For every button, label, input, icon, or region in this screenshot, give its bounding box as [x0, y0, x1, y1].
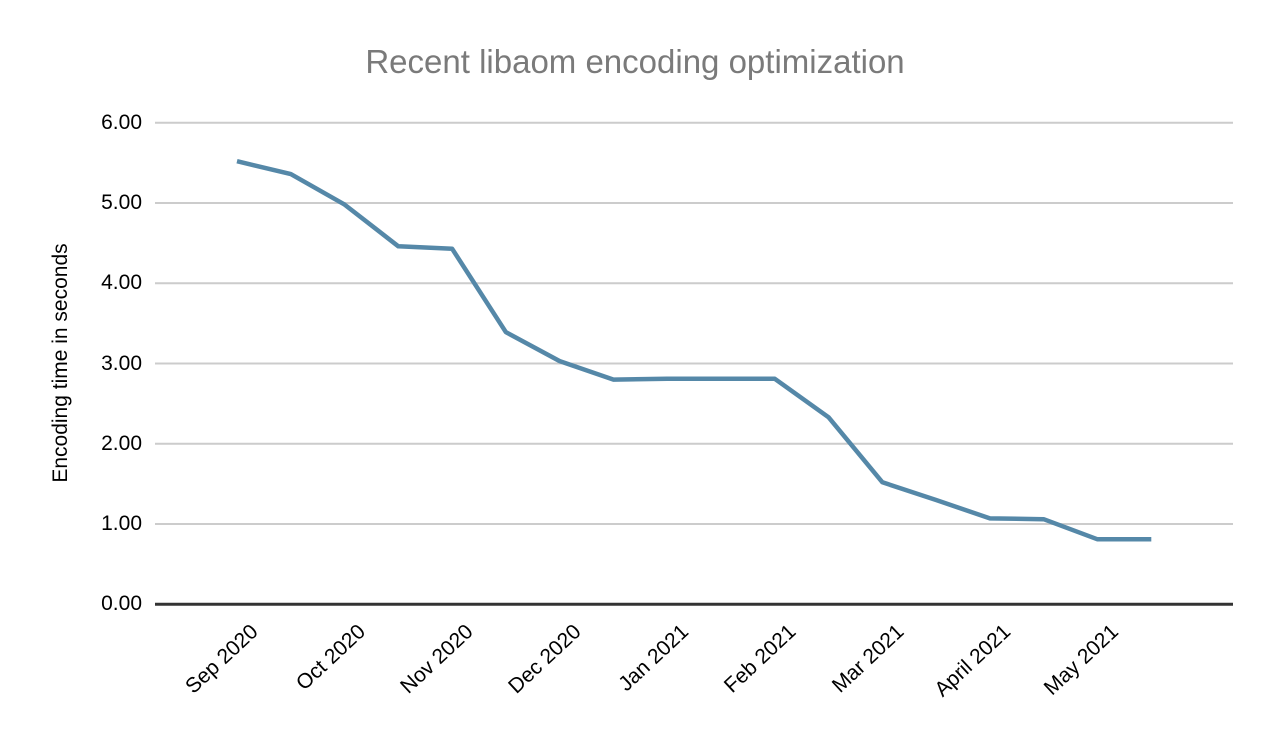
- y-tick-label: 6.00: [101, 110, 142, 134]
- x-tick-label: May 2021: [937, 620, 1123, 700]
- y-tick-label: 3.00: [101, 351, 142, 375]
- series-line: [236, 159, 1152, 542]
- y-tick-label: 1.00: [101, 512, 142, 536]
- chart-title: Recent libaom encoding optimization: [365, 43, 905, 80]
- y-tick-label: 4.00: [101, 271, 142, 295]
- y-tick-label: 2.00: [101, 431, 142, 455]
- y-tick-label: 0.00: [101, 592, 142, 616]
- y-tick-label: 5.00: [101, 190, 142, 214]
